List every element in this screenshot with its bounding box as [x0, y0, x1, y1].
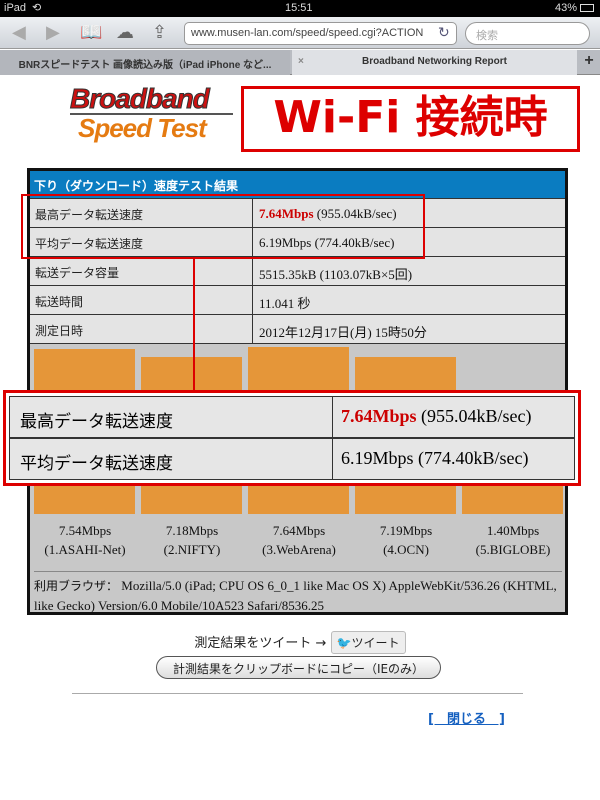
row-value: 2012年12月17日(月) 15時50分: [252, 315, 565, 343]
row-value: (774.40kB/sec): [311, 235, 395, 250]
results-table: 下り（ダウンロード）速度テスト結果 最高データ転送速度 7.64Mbps (955…: [27, 168, 568, 615]
callout-row: 最高データ転送速度 7.64Mbps (955.04kB/sec): [9, 396, 575, 438]
server-speed: 7.18Mbps: [165, 523, 219, 538]
bookmarks-icon[interactable]: 📖: [80, 22, 103, 43]
server-name: (2.NIFTY): [163, 542, 221, 557]
divider: [34, 571, 562, 572]
sync-icon: ⟲: [32, 2, 42, 14]
tab-bar: BNRスピードテスト 画像読込み版（iPad iPhone など... × Br…: [0, 50, 600, 75]
row-value: 11.041 秒: [252, 286, 565, 314]
copy-clipboard-button[interactable]: 計測結果をクリップボードにコピー（IEのみ）: [156, 656, 441, 679]
table-row: 転送時間 11.041 秒: [30, 285, 565, 314]
server-speed: 1.40Mbps: [486, 523, 540, 538]
ua-value: Mozilla/5.0 (iPad; CPU OS 6_0_1 like Mac…: [34, 578, 557, 613]
logo-divider: [70, 113, 233, 115]
results-title: 下り（ダウンロード）速度テスト結果: [30, 171, 565, 198]
twitter-bird-icon: 🐦: [336, 636, 352, 650]
highlight-box: [21, 194, 425, 259]
table-row: 測定日時 2012年12月17日(月) 15時50分: [30, 314, 565, 343]
divider: [30, 343, 565, 344]
server-labels: 7.54Mbps (1.ASAHI-Net) 7.18Mbps (2.NIFTY) 7.…: [30, 521, 565, 566]
row-value: (955.04kB/sec): [313, 206, 397, 221]
server-label: 1.40Mbps (5.BIGLOBE): [460, 521, 566, 559]
search-input[interactable]: 検索: [465, 22, 590, 45]
tweet-button[interactable]: 🐦ツイート: [330, 631, 406, 654]
avg-speed: 6.19Mbps: [341, 448, 414, 468]
row-label: 最高データ転送速度: [20, 412, 173, 432]
server-speed: 7.54Mbps: [58, 523, 112, 538]
row-label: 転送データ容量: [35, 266, 120, 280]
tweet-text: 測定結果をツイート →: [194, 636, 327, 651]
table-row: 最高データ転送速度 7.64Mbps (955.04kB/sec): [30, 198, 565, 227]
reload-icon[interactable]: ↻: [438, 25, 450, 41]
server-name: (5.BIGLOBE): [475, 542, 551, 557]
row-label: 平均データ転送速度: [20, 454, 173, 474]
zoomed-callout: 最高データ転送速度 7.64Mbps (955.04kB/sec) 平均データ転送…: [3, 390, 581, 486]
server-bar: [462, 483, 563, 514]
user-agent: 利用ブラウザ： Mozilla/5.0 (iPad; CPU OS 6_0_1 …: [34, 576, 562, 616]
server-label: 7.54Mbps (1.ASAHI-Net): [32, 521, 138, 559]
ua-label: 利用ブラウザ：: [34, 579, 119, 593]
tweet-line: 測定結果をツイート → 🐦ツイート: [0, 631, 600, 654]
max-speed: 7.64Mbps: [341, 406, 417, 426]
tab-label: Broadband Networking Report: [361, 56, 507, 67]
server-name: (1.ASAHI-Net): [44, 542, 126, 557]
back-icon[interactable]: ◀: [12, 22, 26, 43]
address-bar[interactable]: www.musen-lan.com/speed/speed.cgi?ACTION: [184, 22, 457, 45]
table-row: 平均データ転送速度 6.19Mbps (774.40kB/sec): [30, 227, 565, 256]
icloud-icon[interactable]: ☁: [116, 22, 134, 43]
forward-icon[interactable]: ▶: [46, 22, 60, 43]
server-name: (3.WebArena): [262, 542, 336, 557]
divider: [72, 693, 523, 694]
server-name: (4.OCN): [383, 542, 429, 557]
row-value: (955.04kB/sec): [416, 406, 532, 426]
callout-row: 平均データ転送速度 6.19Mbps (774.40kB/sec): [9, 438, 575, 480]
row-label: 最高データ転送速度: [35, 208, 144, 222]
callout-line: [193, 259, 195, 390]
row-label: 転送時間: [35, 295, 84, 309]
device-label: iPad: [4, 2, 27, 14]
server-speed: 7.64Mbps: [272, 523, 326, 538]
browser-toolbar: ◀ ▶ 📖 ☁ ⇪ www.musen-lan.com/speed/speed.…: [0, 17, 600, 49]
server-label: 7.64Mbps (3.WebArena): [246, 521, 352, 559]
battery-icon: [580, 4, 594, 12]
logo-broadband: Broadband: [70, 83, 211, 115]
wifi-banner: Wi-Fi 接続時: [241, 86, 580, 152]
tab-bnr[interactable]: BNRスピードテスト 画像読込み版（iPad iPhone など...: [0, 50, 290, 75]
server-label: 7.18Mbps (2.NIFTY): [139, 521, 245, 559]
tab-broadband-report[interactable]: × Broadband Networking Report: [292, 50, 577, 75]
row-label: 測定日時: [35, 324, 84, 338]
status-bar: iPad ⟲ 15:51 43%: [0, 0, 600, 17]
avg-speed: 6.19Mbps: [259, 235, 312, 250]
row-value: (774.40kB/sec): [413, 448, 529, 468]
server-speed: 7.19Mbps: [379, 523, 433, 538]
row-value: 5515.35kB (1103.07kB×5回): [252, 257, 565, 285]
close-tab-icon[interactable]: ×: [298, 56, 304, 67]
table-row: 転送データ容量 5515.35kB (1103.07kB×5回): [30, 256, 565, 285]
close-link[interactable]: [ 閉じる ]: [428, 712, 505, 727]
share-icon[interactable]: ⇪: [152, 22, 168, 43]
logo-speed-test: Speed Test: [78, 113, 207, 143]
new-tab-button[interactable]: +: [584, 52, 594, 69]
max-speed: 7.64Mbps: [259, 206, 314, 221]
clock: 15:51: [285, 2, 313, 14]
row-label: 平均データ転送速度: [35, 237, 144, 251]
tweet-button-label: ツイート: [351, 636, 400, 650]
server-label: 7.19Mbps (4.OCN): [353, 521, 459, 559]
battery-level: 43%: [555, 2, 578, 14]
